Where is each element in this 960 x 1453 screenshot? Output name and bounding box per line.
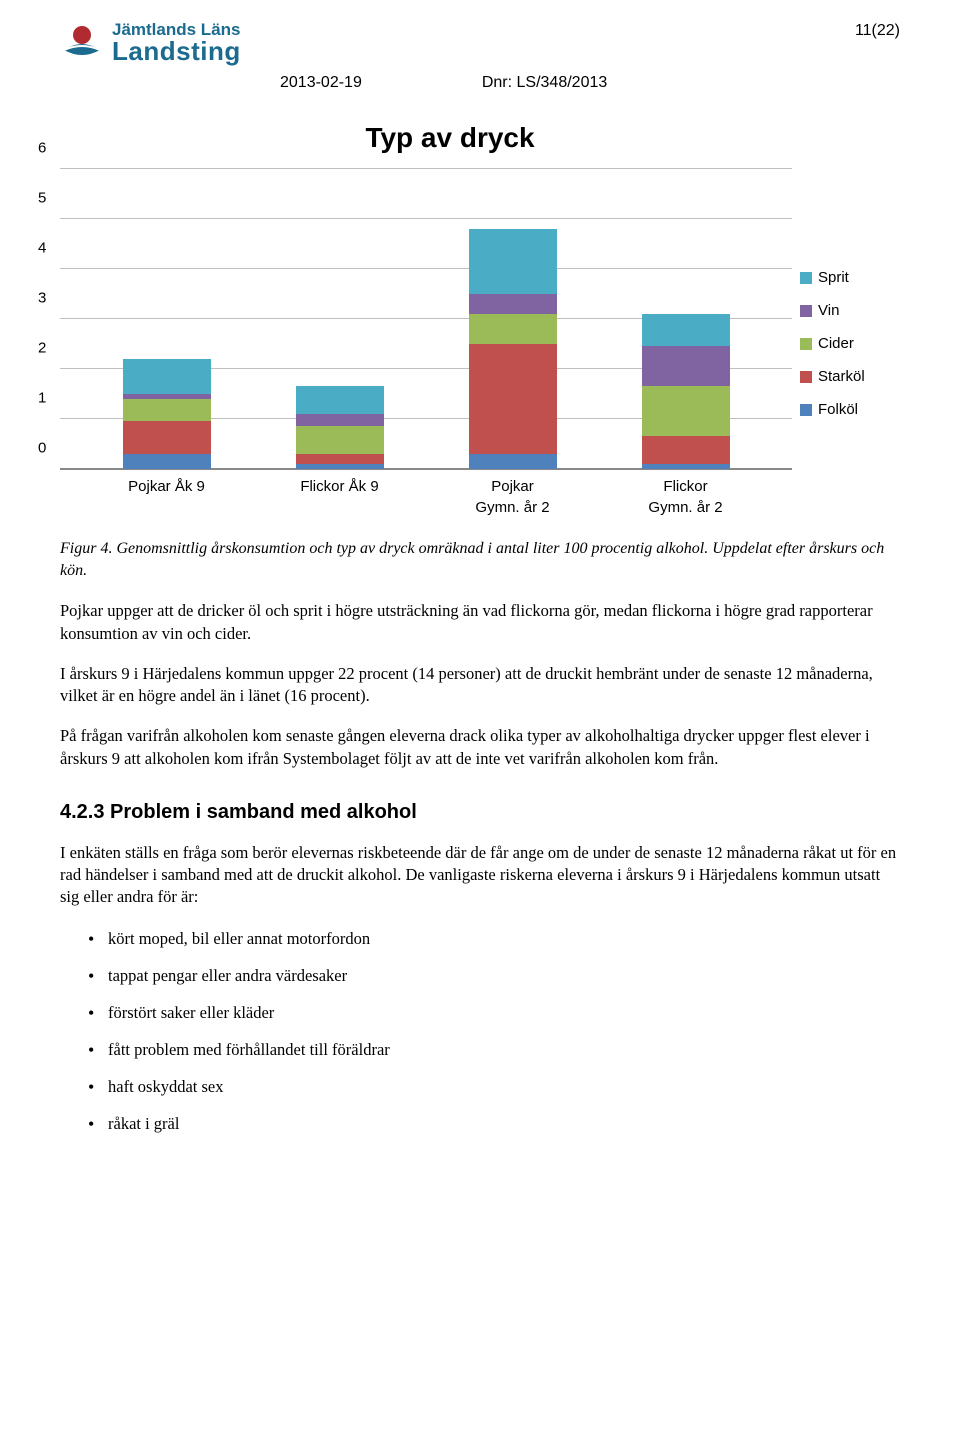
- bullet-item: haft oskyddat sex: [88, 1075, 900, 1098]
- chart-bar-segment: [296, 464, 384, 469]
- bullet-list: kört moped, bil eller annat motorfordon t…: [60, 927, 900, 1136]
- legend-item: Starköl: [800, 366, 890, 387]
- logo-line2: Landsting: [112, 38, 241, 64]
- chart-bar-segment: [642, 436, 730, 464]
- legend-item: Vin: [800, 300, 890, 321]
- chart-x-tick: Flickor Gymn. år 2: [642, 476, 730, 518]
- page-number: 11(22): [855, 20, 900, 42]
- legend-label: Vin: [818, 300, 839, 321]
- doc-date: 2013-02-19: [280, 72, 362, 94]
- logo-icon: [60, 20, 104, 64]
- chart-y-tick: 5: [38, 187, 46, 208]
- chart-y-tick: 0: [38, 437, 46, 458]
- legend-label: Cider: [818, 333, 854, 354]
- chart-y-tick: 6: [38, 137, 46, 158]
- legend-item: Cider: [800, 333, 890, 354]
- legend-swatch: [800, 305, 812, 317]
- doc-meta: 2013-02-19 Dnr: LS/348/2013: [280, 72, 900, 94]
- chart-bar: [469, 229, 557, 469]
- caption-prefix: Figur 4.: [60, 540, 116, 557]
- legend-label: Sprit: [818, 267, 849, 288]
- caption-text: Genomsnittlig årskonsumtion och typ av d…: [60, 540, 884, 579]
- chart-bar-segment: [469, 344, 557, 454]
- chart-x-axis: Pojkar Åk 9 Flickor Åk 9 Pojkar Gymn. år 2…: [60, 470, 792, 518]
- chart-bar-segment: [642, 346, 730, 386]
- legend-item: Folköl: [800, 399, 890, 420]
- chart-x-tick: Flickor Åk 9: [296, 476, 384, 518]
- legend-swatch: [800, 338, 812, 350]
- chart-bar-segment: [296, 454, 384, 464]
- body-paragraph: I årskurs 9 i Härjedalens kommun uppger …: [60, 663, 900, 708]
- chart-y-tick: 4: [38, 237, 46, 258]
- chart-y-tick: 3: [38, 287, 46, 308]
- legend-swatch: [800, 272, 812, 284]
- chart-plot: 0123456 Pojkar Åk 9Flickor Åk 9Pojkar Gy…: [60, 170, 792, 518]
- chart-bar-segment: [296, 426, 384, 454]
- bullet-item: kört moped, bil eller annat motorfordon: [88, 927, 900, 950]
- chart-bar-segment: [469, 294, 557, 314]
- chart-bar-segment: [296, 414, 384, 427]
- section-intro: I enkäten ställs en fråga som berör elev…: [60, 842, 900, 909]
- chart-bar-segment: [642, 386, 730, 436]
- chart-bar-segment: [123, 359, 211, 394]
- chart-y-tick: 1: [38, 387, 46, 408]
- chart-bar-segment: [469, 314, 557, 344]
- bullet-item: tappat pengar eller andra värdesaker: [88, 964, 900, 987]
- legend-swatch: [800, 404, 812, 416]
- chart-bar: [123, 359, 211, 469]
- bullet-item: förstört saker eller kläder: [88, 1001, 900, 1024]
- legend-label: Starköl: [818, 366, 865, 387]
- legend-label: Folköl: [818, 399, 858, 420]
- chart-bar-segment: [123, 399, 211, 422]
- chart-bar-segment: [296, 386, 384, 414]
- chart-bar: [296, 386, 384, 469]
- page-header: Jämtlands Läns Landsting 11(22): [60, 20, 900, 64]
- bullet-item: råkat i gräl: [88, 1112, 900, 1135]
- chart-gridline: [60, 168, 792, 169]
- chart-x-tick: Pojkar Åk 9: [123, 476, 211, 518]
- chart-gridline: [60, 268, 792, 269]
- bullet-item: fått problem med förhållandet till föräl…: [88, 1038, 900, 1061]
- chart-bar-segment: [123, 454, 211, 469]
- logo-line1: Jämtlands Läns: [112, 21, 241, 38]
- chart-title: Typ av dryck: [0, 118, 900, 157]
- body-paragraph: På frågan varifrån alkoholen kom senaste…: [60, 725, 900, 770]
- chart-x-tick: Pojkar Gymn. år 2: [469, 476, 557, 518]
- chart-bar-segment: [469, 229, 557, 294]
- doc-dnr: Dnr: LS/348/2013: [482, 72, 607, 94]
- chart-bar-segment: [123, 421, 211, 454]
- body-paragraph: Pojkar uppger att de dricker öl och spri…: [60, 600, 900, 645]
- figure-caption: Figur 4. Genomsnittlig årskonsumtion och…: [60, 538, 900, 583]
- chart-bar-segment: [642, 314, 730, 347]
- legend-item: Sprit: [800, 267, 890, 288]
- chart-gridline: [60, 218, 792, 219]
- chart-bar-segment: [469, 454, 557, 469]
- chart-y-tick: 2: [38, 337, 46, 358]
- section-heading: 4.2.3 Problem i samband med alkohol: [60, 798, 900, 826]
- logo: Jämtlands Läns Landsting: [60, 20, 241, 64]
- chart-bar-segment: [642, 464, 730, 469]
- chart-typ-av-dryck: Typ av dryck 0123456 Pojkar Åk 9Flickor …: [60, 118, 900, 517]
- chart-bar: [642, 314, 730, 469]
- legend-swatch: [800, 371, 812, 383]
- chart-legend: Sprit Vin Cider Starköl Folköl: [800, 170, 900, 518]
